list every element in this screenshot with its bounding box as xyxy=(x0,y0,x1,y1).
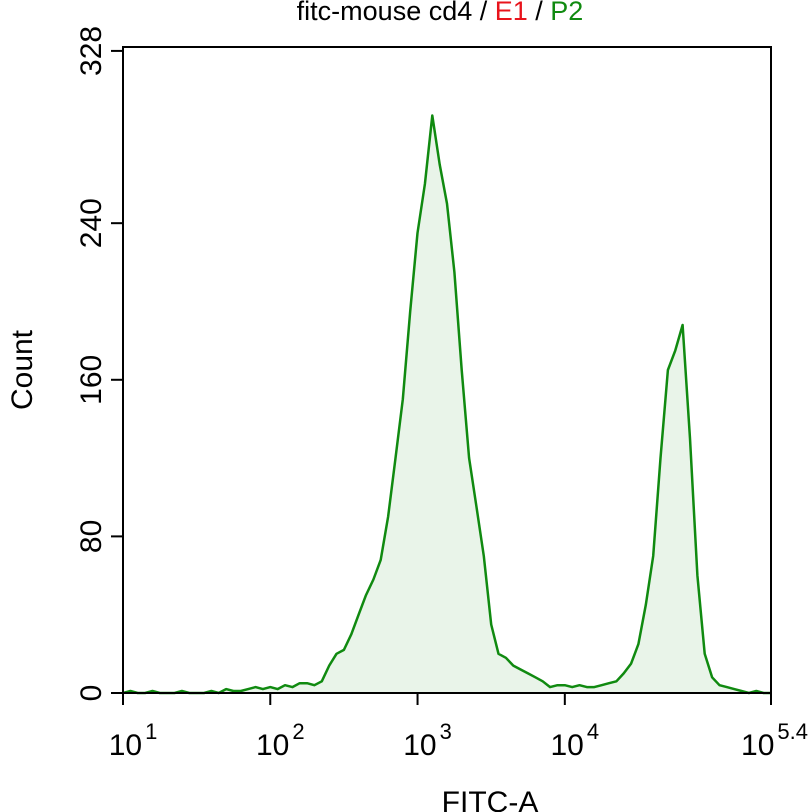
x-tick-exponent: 4 xyxy=(587,719,599,744)
y-tick-label: 160 xyxy=(75,355,108,405)
chart-title: fitc-mouse cd4 / E1 / P2 xyxy=(297,0,584,26)
x-tick-label: 10 5.4 xyxy=(741,719,808,762)
x-tick-base: 10 xyxy=(551,729,584,762)
x-tick-base: 10 xyxy=(256,729,289,762)
title-part: / xyxy=(528,0,551,26)
y-tick-label: 240 xyxy=(75,198,108,248)
area xyxy=(123,115,771,693)
x-tick-exponent: 1 xyxy=(145,719,157,744)
x-tick-exponent: 5.4 xyxy=(777,719,808,744)
x-axis-label: FITC-A xyxy=(442,786,539,812)
line xyxy=(122,114,771,695)
x-tick-label: 10 4 xyxy=(551,719,600,762)
y-tick-label: 80 xyxy=(75,520,108,553)
y-axis-label: Count xyxy=(6,329,39,410)
y-tick-label: 0 xyxy=(75,685,108,702)
y-tick-label: 328 xyxy=(75,26,108,76)
x-tick-label: 10 1 xyxy=(109,719,158,762)
x-tick-exponent: 2 xyxy=(292,719,304,744)
x-tick-base: 10 xyxy=(403,729,436,762)
title-part: E1 xyxy=(495,0,528,26)
x-tick-exponent: 3 xyxy=(440,719,452,744)
x-tick-base: 10 xyxy=(741,729,774,762)
x-tick-base: 10 xyxy=(109,729,142,762)
title-part: fitc-mouse cd4 / xyxy=(297,0,495,26)
x-tick-label: 10 2 xyxy=(256,719,305,762)
x-tick-label: 10 3 xyxy=(403,719,452,762)
title-part: P2 xyxy=(550,0,583,26)
